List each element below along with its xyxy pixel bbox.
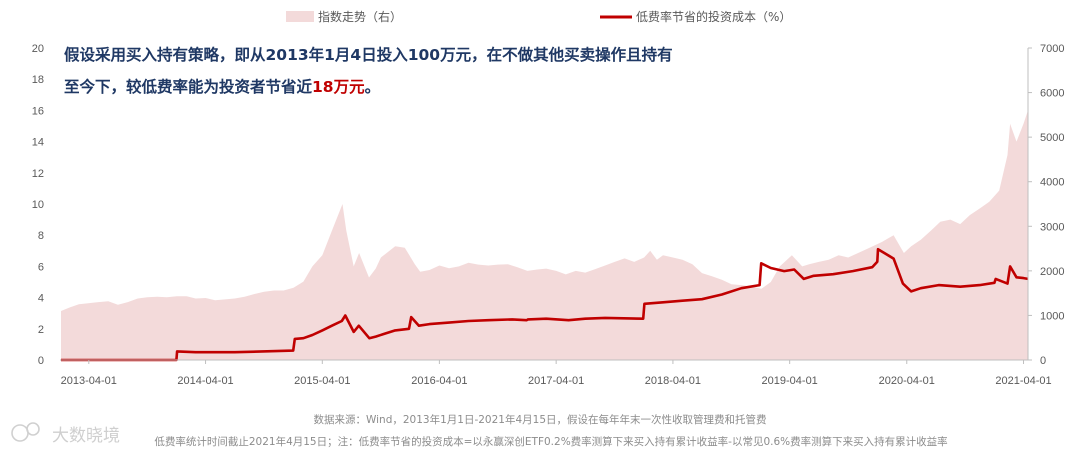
annotation-highlight: 18万元	[312, 78, 365, 96]
left-tick-label: 0	[38, 355, 44, 367]
left-tick-label: 14	[32, 137, 44, 149]
left-tick-label: 2	[38, 324, 44, 336]
right-tick-label: 7000	[1040, 43, 1064, 55]
footer-note: 低费率统计时间截止2021年4月15日；注：低费率节省的投资成本=以永赢深创ET…	[154, 435, 947, 448]
footer-source: 数据来源：Wind，2013年1月1日-2021年4月15日，假设在每年年末一次…	[313, 413, 766, 426]
left-tick-label: 10	[32, 199, 44, 211]
right-tick-label: 2000	[1040, 266, 1064, 278]
saved-cost-line	[61, 247, 1029, 362]
right-axis-ticks: 0 1000 2000 3000 4000 5000 6000 7000	[1028, 43, 1064, 367]
x-tick-label: 2019-04-01	[762, 375, 818, 387]
left-tick-label: 4	[38, 293, 44, 305]
left-tick-label: 12	[32, 168, 44, 180]
legend-line-label: 低费率节省的投资成本（%）	[636, 9, 791, 24]
annotation-line-2: 至今下，较低费率能为投资者节省近18万元。	[64, 77, 380, 96]
x-tick-label: 2014-04-01	[177, 375, 233, 387]
x-axis-ticks: 2013-04-01 2014-04-01 2015-04-01 2016-04-01…	[61, 360, 1052, 387]
annotation-line-1: 假设采用买入持有策略，即从2013年1月4日投入100万元，在不做其他买卖操作且…	[64, 45, 673, 64]
left-tick-label: 8	[38, 230, 44, 242]
left-tick-label: 6	[38, 261, 44, 273]
legend: 指数走势（右） 低费率节省的投资成本（%）	[286, 9, 791, 24]
x-tick-label: 2016-04-01	[411, 375, 467, 387]
right-tick-label: 3000	[1040, 221, 1064, 233]
x-tick-label: 2020-04-01	[879, 375, 935, 387]
x-tick-label: 2018-04-01	[645, 375, 701, 387]
right-tick-label: 4000	[1040, 177, 1064, 189]
watermark-logo-icon	[11, 424, 29, 442]
right-tick-label: 6000	[1040, 88, 1064, 100]
left-tick-label: 20	[32, 43, 44, 55]
x-tick-label: 2013-04-01	[61, 375, 117, 387]
left-tick-label: 16	[32, 105, 44, 117]
watermark-text: 大数晓境	[52, 426, 120, 446]
x-tick-label: 2021-04-01	[995, 375, 1051, 387]
legend-area-swatch	[286, 11, 314, 22]
x-tick-label: 2015-04-01	[294, 375, 350, 387]
x-tick-label: 2017-04-01	[528, 375, 584, 387]
right-tick-label: 1000	[1040, 310, 1064, 322]
annotation-line-2-prefix: 至今下，较低费率能为投资者节省近	[64, 77, 313, 96]
index-area-layer	[61, 110, 1028, 361]
cost-line-layer	[61, 247, 1029, 362]
right-tick-label: 5000	[1040, 132, 1064, 144]
right-tick-label: 0	[1040, 355, 1046, 367]
left-axis-ticks: 0 2 4 6 8 10 12 14 16 18 20	[32, 43, 44, 367]
index-area	[61, 110, 1028, 361]
legend-area-label: 指数走势（右）	[318, 9, 402, 24]
watermark: 大数晓境	[11, 422, 120, 446]
watermark-logo-icon-2	[26, 422, 40, 436]
annotation-line-2-suffix: 。	[365, 78, 381, 96]
left-tick-label: 18	[32, 74, 44, 86]
